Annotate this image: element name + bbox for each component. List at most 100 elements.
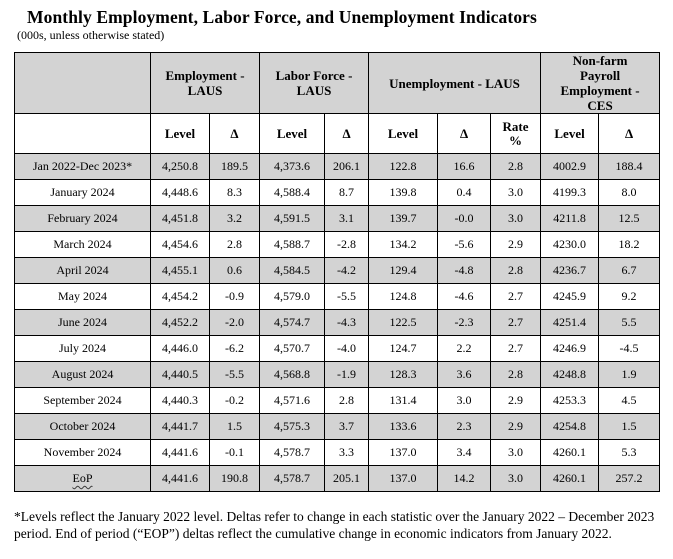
table-row: September 2024 4,440.3 -0.2 4,571.6 2.8 131.4… bbox=[14, 387, 661, 414]
data-cell: 18.2 bbox=[598, 231, 661, 258]
indicators-table: Employment - LAUS Labor Force - LAUS Unemp… bbox=[14, 52, 661, 492]
data-cell: 3.7 bbox=[324, 413, 370, 440]
data-cell: -4.8 bbox=[437, 257, 492, 284]
data-cell: 2.8 bbox=[490, 361, 542, 388]
data-cell: 2.7 bbox=[490, 283, 542, 310]
data-cell: 137.0 bbox=[368, 439, 439, 466]
data-cell: -6.2 bbox=[208, 335, 261, 362]
table-body: Jan 2022-Dec 2023* 4,250.8 189.5 4,373.6 206… bbox=[14, 153, 661, 492]
data-cell: 6.7 bbox=[598, 257, 661, 284]
data-cell: 4,448.6 bbox=[150, 179, 210, 206]
data-cell: 4253.3 bbox=[540, 387, 600, 414]
data-cell: 12.5 bbox=[598, 205, 661, 232]
data-cell: 8.3 bbox=[208, 179, 261, 206]
data-cell: -4.5 bbox=[598, 335, 661, 362]
data-cell: 3.0 bbox=[490, 465, 542, 492]
sub-header-cell: Rate % bbox=[490, 113, 542, 154]
data-cell: 4,578.7 bbox=[259, 465, 326, 492]
data-cell: 4,454.6 bbox=[150, 231, 210, 258]
data-cell: 4254.8 bbox=[540, 413, 600, 440]
group-header-cell: Unemployment - LAUS bbox=[368, 52, 542, 114]
page-subtitle: (000s, unless otherwise stated) bbox=[17, 28, 165, 42]
table-row: June 2024 4,452.2 -2.0 4,574.7 -4.3 122.5 -2.3… bbox=[14, 309, 661, 336]
data-cell: 4,454.2 bbox=[150, 283, 210, 310]
data-cell: 4,588.4 bbox=[259, 179, 326, 206]
sub-header-cell: Level bbox=[150, 113, 210, 154]
data-cell: -2.0 bbox=[208, 309, 261, 336]
data-cell: 124.7 bbox=[368, 335, 439, 362]
data-cell: 4,578.7 bbox=[259, 439, 326, 466]
data-cell: 4,441.7 bbox=[150, 413, 210, 440]
row-label: November 2024 bbox=[14, 439, 151, 466]
data-cell: 3.6 bbox=[437, 361, 492, 388]
data-cell: 1.5 bbox=[598, 413, 661, 440]
data-cell: 4236.7 bbox=[540, 257, 600, 284]
data-cell: 4,441.6 bbox=[150, 465, 210, 492]
data-cell: 0.4 bbox=[437, 179, 492, 206]
data-cell: 2.8 bbox=[324, 387, 370, 414]
data-cell: 122.5 bbox=[368, 309, 439, 336]
data-cell: 4,579.0 bbox=[259, 283, 326, 310]
data-cell: 133.6 bbox=[368, 413, 439, 440]
data-cell: -1.9 bbox=[324, 361, 370, 388]
data-cell: -4.2 bbox=[324, 257, 370, 284]
data-cell: -2.3 bbox=[437, 309, 492, 336]
data-cell: 5.3 bbox=[598, 439, 661, 466]
data-cell: 4260.1 bbox=[540, 439, 600, 466]
row-label: January 2024 bbox=[14, 179, 151, 206]
data-cell: 139.8 bbox=[368, 179, 439, 206]
data-cell: -0.2 bbox=[208, 387, 261, 414]
data-cell: 124.8 bbox=[368, 283, 439, 310]
row-label: EoP bbox=[14, 465, 151, 492]
data-cell: 2.2 bbox=[437, 335, 492, 362]
data-cell: 16.6 bbox=[437, 153, 492, 180]
data-cell: 205.1 bbox=[324, 465, 370, 492]
data-cell: 2.9 bbox=[490, 387, 542, 414]
sub-header-cell: Δ bbox=[324, 113, 370, 154]
table-head: Employment - LAUS Labor Force - LAUS Unemp… bbox=[14, 52, 661, 154]
data-cell: 4,441.6 bbox=[150, 439, 210, 466]
data-cell: 4,575.3 bbox=[259, 413, 326, 440]
sub-header-cell bbox=[14, 113, 151, 154]
sub-header-cell: Level bbox=[259, 113, 326, 154]
data-cell: -2.8 bbox=[324, 231, 370, 258]
table-row: Jan 2022-Dec 2023* 4,250.8 189.5 4,373.6 206… bbox=[14, 153, 661, 180]
table-row: March 2024 4,454.6 2.8 4,588.7 -2.8 134.2 -5.6… bbox=[14, 231, 661, 258]
sub-header-cell: Δ bbox=[208, 113, 261, 154]
data-cell: 129.4 bbox=[368, 257, 439, 284]
data-cell: 1.5 bbox=[208, 413, 261, 440]
data-cell: -4.0 bbox=[324, 335, 370, 362]
row-label: March 2024 bbox=[14, 231, 151, 258]
table-row: May 2024 4,454.2 -0.9 4,579.0 -5.5 124.8 -4.6 2… bbox=[14, 283, 661, 310]
group-header-row: Employment - LAUS Labor Force - LAUS Unemp… bbox=[14, 52, 661, 114]
data-cell: -4.6 bbox=[437, 283, 492, 310]
data-cell: 3.3 bbox=[324, 439, 370, 466]
sub-header-cell: Δ bbox=[437, 113, 492, 154]
data-cell: 4,373.6 bbox=[259, 153, 326, 180]
data-cell: 14.2 bbox=[437, 465, 492, 492]
data-cell: 4,574.7 bbox=[259, 309, 326, 336]
data-cell: -0.0 bbox=[437, 205, 492, 232]
data-cell: 4,446.0 bbox=[150, 335, 210, 362]
data-cell: 139.7 bbox=[368, 205, 439, 232]
data-cell: -4.3 bbox=[324, 309, 370, 336]
data-cell: 2.7 bbox=[490, 335, 542, 362]
data-cell: 2.7 bbox=[490, 309, 542, 336]
data-cell: 4248.8 bbox=[540, 361, 600, 388]
data-cell: 4,570.7 bbox=[259, 335, 326, 362]
group-header-cell: Non-farm Payroll Employment - CES bbox=[540, 52, 661, 114]
row-label: August 2024 bbox=[14, 361, 151, 388]
data-cell: 0.6 bbox=[208, 257, 261, 284]
data-cell: 4,451.8 bbox=[150, 205, 210, 232]
data-cell: 4199.3 bbox=[540, 179, 600, 206]
data-cell: -0.1 bbox=[208, 439, 261, 466]
sub-header-cell: Level bbox=[368, 113, 439, 154]
data-cell: 4245.9 bbox=[540, 283, 600, 310]
data-cell: 122.8 bbox=[368, 153, 439, 180]
data-cell: 4251.4 bbox=[540, 309, 600, 336]
data-cell: 4260.1 bbox=[540, 465, 600, 492]
data-cell: 3.4 bbox=[437, 439, 492, 466]
row-label: June 2024 bbox=[14, 309, 151, 336]
data-cell: 8.7 bbox=[324, 179, 370, 206]
data-cell: 131.4 bbox=[368, 387, 439, 414]
